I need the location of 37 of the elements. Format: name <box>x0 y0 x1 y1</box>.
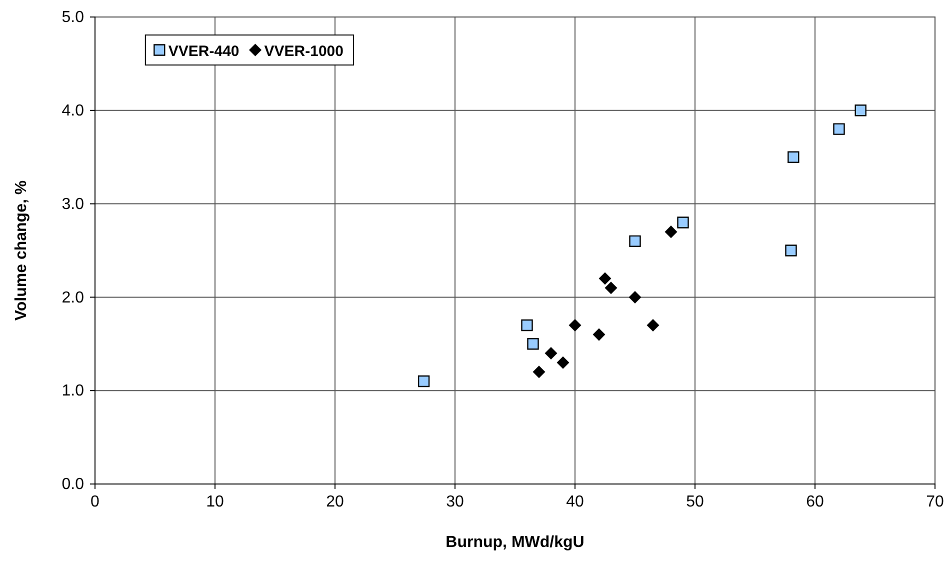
point <box>833 123 845 135</box>
point <box>785 244 797 256</box>
x-tick-label: 0 <box>90 493 100 510</box>
x-tick-label: 20 <box>326 493 344 510</box>
x-tick-label: 30 <box>446 493 464 510</box>
y-tick-label: 2.0 <box>62 289 84 306</box>
x-tick-label: 60 <box>806 493 824 510</box>
x-tick-label: 50 <box>686 493 704 510</box>
point <box>646 318 660 332</box>
x-axis-title: Burnup, MWd/kgU <box>446 534 584 551</box>
x-tick-label: 70 <box>926 493 944 510</box>
x-tick-label: 40 <box>566 493 584 510</box>
y-tick-label: 3.0 <box>62 196 84 213</box>
x-tick-label: 10 <box>206 493 224 510</box>
y-tick-label: 5.0 <box>62 9 84 26</box>
point <box>568 318 582 332</box>
point <box>677 216 689 228</box>
point <box>556 356 570 369</box>
point <box>521 319 533 332</box>
point <box>788 151 800 163</box>
point <box>598 272 612 285</box>
point <box>664 226 678 238</box>
point <box>418 375 430 388</box>
y-tick-label: 0.0 <box>62 476 84 494</box>
legend-label: VVER-440 <box>168 43 240 60</box>
point <box>532 366 546 378</box>
legend-label: VVER-1000 <box>264 43 344 60</box>
y-axis-title: Volume change, % <box>13 180 30 321</box>
y-tick-label: 4.0 <box>62 102 84 120</box>
point <box>544 346 558 360</box>
point <box>629 235 641 248</box>
point <box>628 290 642 304</box>
point <box>592 328 606 341</box>
point <box>604 282 618 294</box>
y-tick-label: 1.0 <box>62 382 84 400</box>
point <box>854 104 866 116</box>
point <box>527 338 539 350</box>
